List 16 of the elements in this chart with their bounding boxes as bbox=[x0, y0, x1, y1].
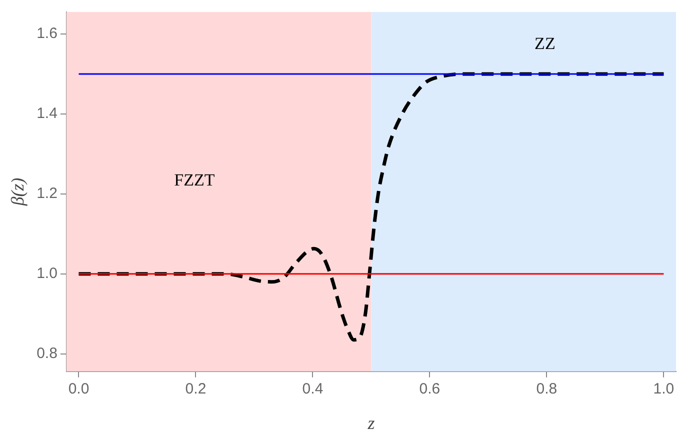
x-axis-title: z bbox=[366, 412, 375, 433]
band-label: FZZT bbox=[174, 170, 216, 190]
x-tick-label: 0.8 bbox=[536, 380, 558, 398]
y-tick-label: 1.4 bbox=[36, 105, 58, 122]
band-label: ZZ bbox=[534, 34, 556, 53]
x-tick-label: 0.4 bbox=[302, 380, 324, 398]
x-tick-label: 0.6 bbox=[419, 380, 440, 398]
y-tick-label: 0.8 bbox=[36, 344, 58, 362]
y-tick-label: 1.2 bbox=[36, 185, 58, 202]
x-tick-label: 0.2 bbox=[185, 380, 206, 398]
y-tick-label: 1.0 bbox=[36, 264, 58, 282]
line-series bbox=[76, 72, 666, 342]
y-axis-title: β(z) bbox=[8, 178, 28, 207]
y-tick-label: 1.6 bbox=[36, 25, 58, 42]
x-tick-label: 0.0 bbox=[68, 380, 90, 398]
x-tick-label: 1.0 bbox=[653, 380, 674, 398]
